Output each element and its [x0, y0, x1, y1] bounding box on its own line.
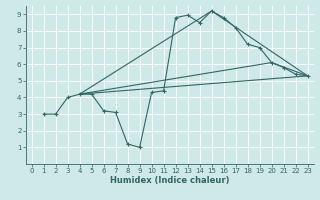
X-axis label: Humidex (Indice chaleur): Humidex (Indice chaleur) — [110, 176, 229, 185]
